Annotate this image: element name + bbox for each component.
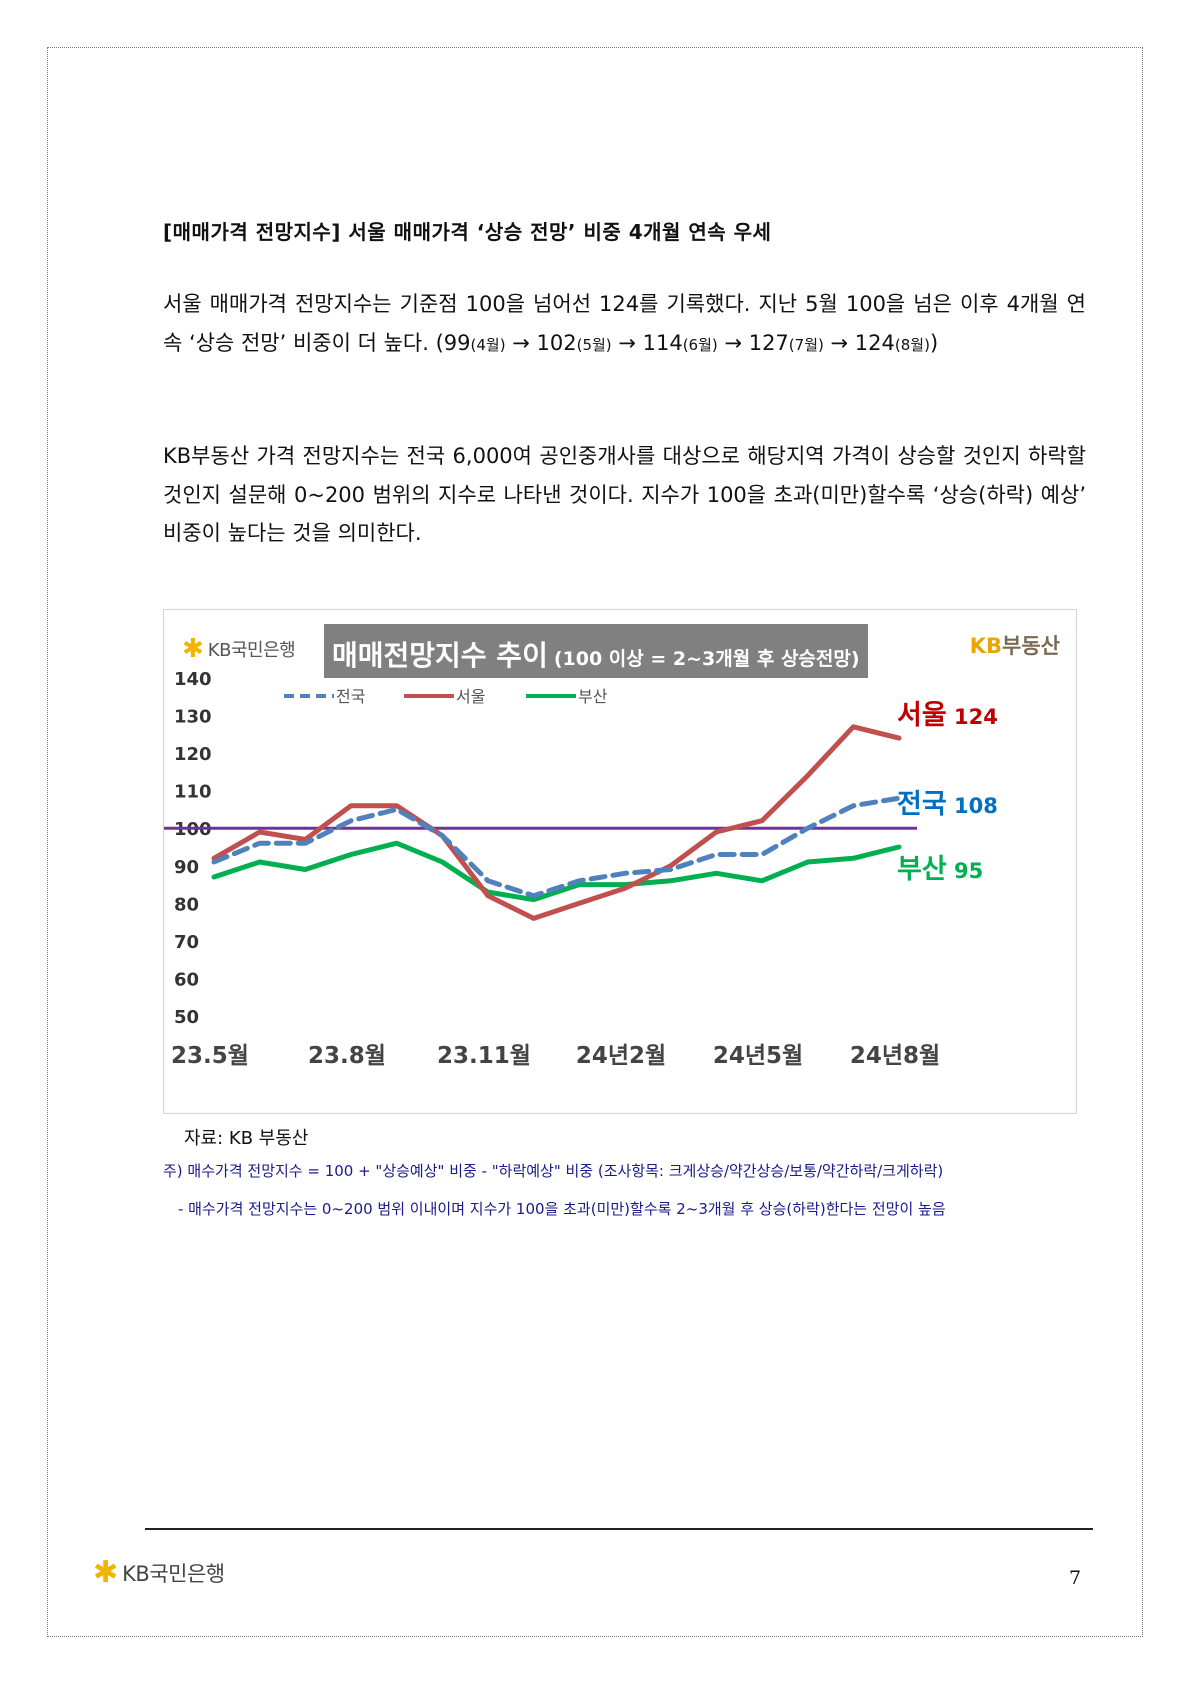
chart-kb-bank-logo: ✱ KB국민은행 — [182, 634, 296, 664]
x-tick-label: 23.5월 — [171, 1043, 249, 1069]
y-tick-label: 130 — [174, 707, 212, 728]
paragraph-seoul-index: 서울 매매가격 전망지수는 기준점 100을 넘어선 124를 기록했다. 지난… — [163, 292, 1086, 355]
kb-land-logo: KB부동산 — [969, 634, 1060, 658]
line-chart: 140130120110100908070605023.5월23.8월23.11… — [164, 669, 998, 1069]
footer-divider — [145, 1528, 1093, 1530]
series-line-부산 — [211, 840, 902, 903]
y-tick-label: 140 — [174, 669, 212, 690]
chart-container: ✱ KB국민은행 매매전망지수 추이 (100 이상 = 2~3개월 후 상승전… — [163, 609, 1077, 1114]
y-tick-label: 60 — [174, 969, 199, 990]
y-tick-label: 90 — [174, 857, 199, 878]
chart-title: 매매전망지수 추이 (100 이상 = 2~3개월 후 상승전망) — [324, 624, 868, 678]
kb-star-icon: ✱ — [93, 1555, 119, 1590]
x-tick-label: 24년8월 — [850, 1043, 940, 1069]
footer-kb-bank-logo: ✱ KB국민은행 — [93, 1555, 225, 1590]
kb-star-icon: ✱ — [182, 634, 204, 664]
x-tick-label: 24년2월 — [576, 1043, 666, 1069]
y-tick-label: 110 — [174, 782, 212, 803]
x-tick-label: 24년5월 — [713, 1043, 803, 1069]
legend-label: 전국 — [336, 687, 365, 706]
source-note: 자료: KB 부동산 — [184, 1128, 309, 1149]
y-tick-label: 120 — [174, 744, 212, 765]
section-heading: [매매가격 전망지수] 서울 매매가격 ‘상승 전망’ 비중 4개월 연속 우세 — [163, 220, 772, 244]
end-value-label: 부산 95 — [897, 854, 983, 885]
end-value-label: 서울 124 — [897, 700, 998, 731]
series-line-전국 — [211, 795, 902, 899]
page-number: 7 — [1069, 1567, 1082, 1589]
x-tick-label: 23.8월 — [308, 1043, 386, 1069]
end-value-label: 전국 108 — [897, 789, 998, 820]
legend-label: 서울 — [456, 687, 485, 706]
paragraph-index-definition: KB부동산 가격 전망지수는 전국 6,000여 공인중개사를 대상으로 해당지… — [163, 444, 1086, 545]
y-tick-label: 80 — [174, 894, 199, 915]
legend-label: 부산 — [578, 687, 608, 706]
page-border — [47, 47, 1143, 1637]
y-tick-label: 50 — [174, 1007, 199, 1028]
x-tick-label: 23.11월 — [437, 1043, 531, 1069]
footnote-range: - 매수가격 전망지수는 0~200 범위 이내이며 지수가 100을 초과(미… — [178, 1200, 946, 1218]
y-tick-label: 70 — [174, 932, 199, 953]
footnote-formula: 주) 매수가격 전망지수 = 100 + "상승예상" 비중 - "하락예상" … — [163, 1162, 944, 1180]
series-line-서울 — [211, 724, 902, 921]
